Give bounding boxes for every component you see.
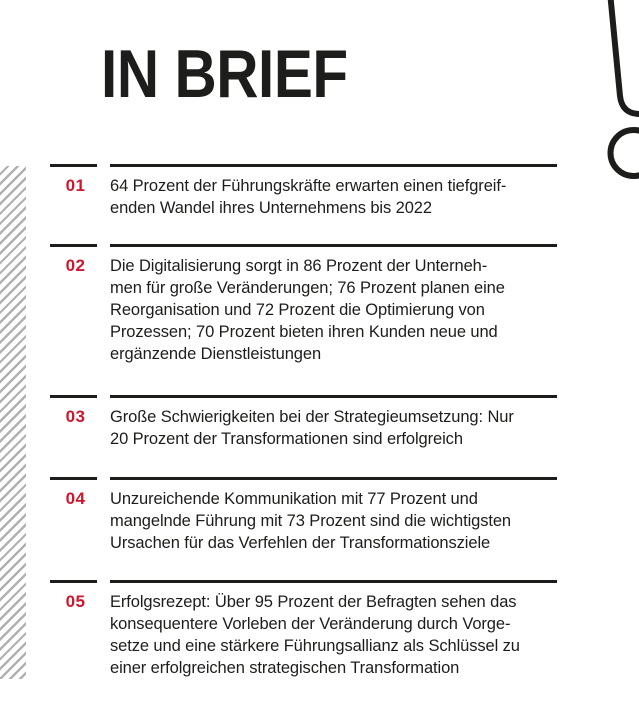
exclamation-bar-icon [607,0,639,117]
item-rule-short [50,244,97,247]
brief-item-03: 03 Große Schwierigkeiten bei der Strateg… [50,395,562,448]
item-rule-long [110,580,557,583]
item-text: Die Digitalisierung sorgt in 86 Prozent … [110,257,505,363]
item-rule-short [50,580,97,583]
diagonal-hatching-decoration [0,166,26,679]
item-rule-short [50,477,97,480]
exclamation-dot-icon [607,127,639,179]
item-rule-short [50,395,97,398]
item-number: 02 [65,256,86,275]
item-text: 64 Prozent der Führungskräfte erwarten e… [110,177,507,217]
item-rule-long [110,244,557,247]
item-rule-long [110,395,557,398]
brief-item-04: 04 Unzureichende Kommunikation mit 77 Pr… [50,477,562,552]
brief-item-05: 05 Erfolgsrezept: Über 95 Prozent der Be… [50,580,562,677]
item-text: Große Schwierigkeiten bei der Strategieu… [110,408,514,448]
brief-item-01: 01 64 Prozent der Führungskräfte erwarte… [50,164,562,217]
exclamation-mark-illustration [607,0,639,179]
page-title: IN BRIEF [101,36,348,112]
item-rule-short [50,164,97,167]
item-number: 01 [65,176,86,195]
item-number: 03 [65,407,86,426]
item-rule-long [110,477,557,480]
item-number: 05 [65,592,86,611]
item-number: 04 [65,489,86,508]
item-text: Unzureichende Kommunikation mit 77 Proze… [110,490,512,552]
item-text: Erfolgsrezept: Über 95 Prozent der Befra… [110,593,520,677]
item-rule-long [110,164,557,167]
brief-item-02: 02 Die Digitalisierung sorgt in 86 Proze… [50,244,562,363]
